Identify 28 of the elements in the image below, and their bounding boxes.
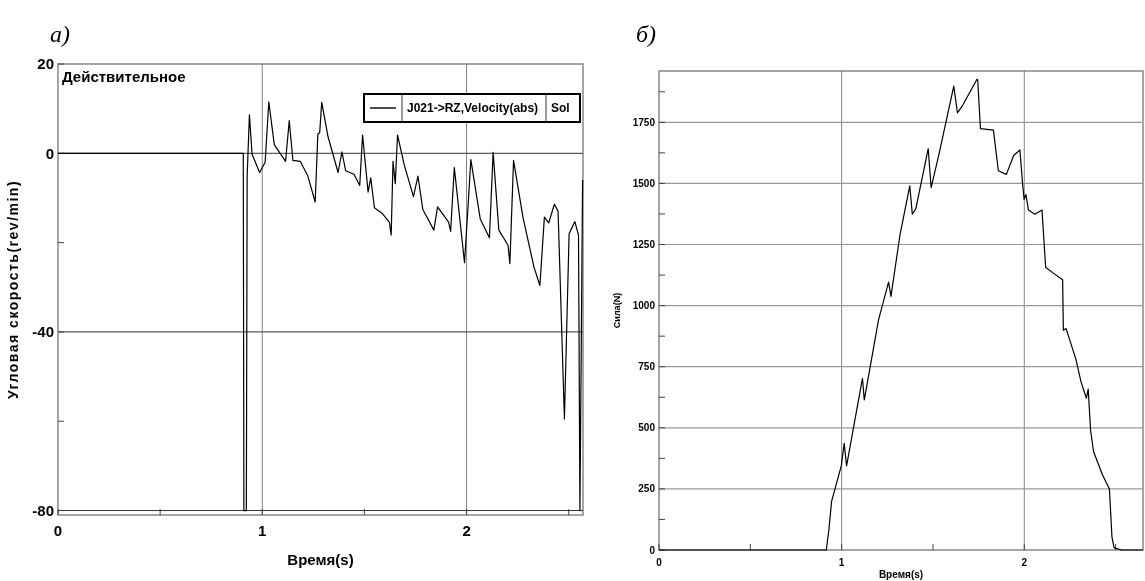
legend-label: J021->RZ,Velocity(abs)	[407, 101, 539, 116]
line-series	[57, 101, 584, 512]
y-tick-label: 20	[37, 55, 54, 73]
y-tick-label: 1250	[632, 239, 656, 251]
y-axis-title: Угловая скорость(rev/min)	[5, 179, 21, 400]
x-tick-label: 1	[838, 557, 845, 568]
y-axis-title: Сила(N)	[612, 292, 622, 329]
x-axis-title: Время(s)	[287, 551, 354, 568]
y-tick-label: 500	[638, 422, 656, 434]
y-tick-label: 0	[45, 144, 54, 162]
x-tick-label: 0	[656, 557, 663, 568]
y-tick-label: -40	[32, 323, 54, 341]
y-tick-label: 750	[638, 361, 656, 373]
x-tick-label: 2	[1021, 557, 1028, 568]
y-tick-label: -80	[32, 501, 54, 519]
line-series	[658, 78, 1144, 551]
x-axis-title: Время(s)	[878, 569, 924, 580]
y-tick-label: 1500	[632, 177, 656, 189]
y-tick-label: 1000	[632, 300, 656, 312]
annotation: Действительное	[62, 68, 186, 85]
chart-title: а)	[50, 21, 70, 47]
y-tick-label: 0	[649, 544, 656, 556]
annotation: Sol	[551, 101, 570, 116]
chart-title: б)	[636, 21, 657, 47]
x-tick-label: 1	[258, 522, 267, 539]
x-tick-label: 2	[462, 522, 471, 539]
y-tick-label: 250	[638, 483, 656, 495]
y-tick-label: 1750	[632, 116, 656, 128]
